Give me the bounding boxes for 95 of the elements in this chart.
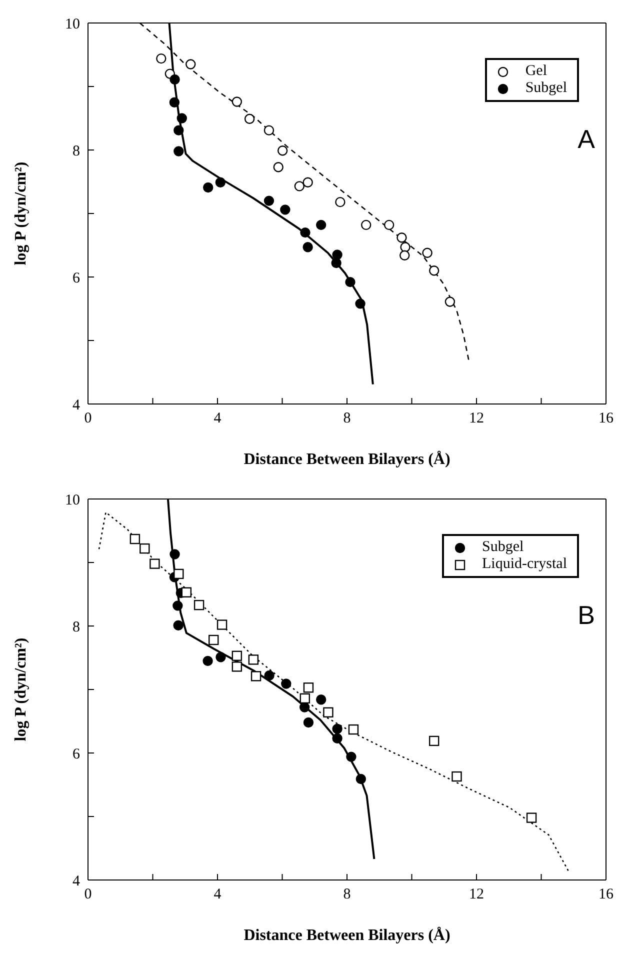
point — [281, 678, 292, 689]
x-tick-label: 12 — [469, 410, 484, 427]
y-tick-label: 6 — [72, 746, 80, 762]
point — [428, 266, 440, 276]
point — [264, 125, 274, 136]
point — [299, 702, 310, 712]
point — [332, 724, 342, 734]
x-tick-label: 8 — [343, 886, 351, 903]
point — [384, 220, 394, 230]
point — [294, 181, 305, 192]
point — [280, 204, 290, 215]
point — [300, 227, 310, 238]
point — [526, 812, 537, 823]
point — [400, 250, 410, 261]
y-tick-label: 8 — [72, 143, 80, 160]
x-tick-label: 8 — [343, 410, 351, 427]
point — [346, 752, 356, 762]
point — [174, 568, 184, 580]
point — [208, 634, 219, 646]
point — [181, 587, 192, 598]
x-tick-label: 0 — [84, 886, 92, 903]
x-tick-label: 16 — [598, 410, 614, 427]
point — [232, 662, 242, 672]
point — [316, 220, 326, 230]
point — [316, 694, 326, 705]
x-tick-label: 0 — [84, 410, 92, 427]
point — [264, 196, 274, 206]
point — [244, 114, 255, 124]
point — [156, 53, 166, 64]
point — [169, 97, 180, 108]
annotation: B — [578, 600, 595, 631]
point — [348, 724, 359, 735]
point — [422, 248, 432, 258]
point — [174, 146, 184, 156]
point — [335, 196, 346, 208]
x-tick-label: 16 — [598, 886, 614, 903]
point — [332, 733, 342, 744]
point — [356, 774, 366, 784]
point — [264, 670, 274, 681]
y-tick-label: 4 — [72, 873, 80, 890]
x-axis-title: Distance Between Bilayers (Å) — [244, 450, 450, 468]
point — [428, 736, 440, 746]
point — [174, 125, 184, 136]
point — [396, 232, 407, 243]
point — [361, 220, 372, 230]
point — [300, 693, 310, 704]
point — [248, 654, 259, 665]
point — [303, 682, 314, 693]
point — [444, 296, 456, 307]
legend-label: Liquid-crystal — [482, 556, 567, 573]
x-tick-label: 4 — [214, 410, 222, 427]
point — [232, 650, 242, 661]
point — [170, 74, 180, 85]
point — [130, 534, 140, 544]
point — [150, 558, 160, 569]
point — [277, 146, 288, 156]
y-tick-label: 10 — [65, 492, 80, 508]
point — [203, 182, 214, 193]
x-tick-label: 12 — [469, 886, 484, 903]
point — [302, 242, 313, 252]
y-tick-label: 10 — [65, 16, 80, 32]
point — [302, 177, 313, 188]
point — [232, 96, 242, 107]
point — [176, 113, 187, 124]
x-axis-title: Distance Between Bilayers (Å) — [244, 926, 450, 944]
y-tick-label: 4 — [72, 397, 80, 414]
point — [332, 250, 342, 260]
point — [345, 276, 356, 288]
annotation: A — [578, 124, 595, 155]
point — [355, 298, 366, 309]
legend-label: Subgel — [482, 539, 524, 556]
point — [194, 600, 204, 610]
y-tick-label: 8 — [72, 619, 80, 636]
x-tick-label: 4 — [214, 886, 222, 903]
point — [170, 549, 180, 560]
y-tick-label: 6 — [72, 270, 80, 286]
point — [323, 707, 334, 718]
y-axis-title: log P (dyn/cm²) — [12, 162, 30, 266]
point — [216, 620, 228, 630]
point — [250, 671, 262, 682]
line-series — [98, 512, 570, 872]
y-axis-title: log P (dyn/cm²) — [12, 638, 30, 742]
point — [331, 258, 342, 268]
point — [273, 162, 284, 172]
point — [303, 717, 314, 728]
point — [202, 656, 213, 666]
point — [216, 652, 226, 662]
point — [173, 620, 184, 630]
point — [186, 59, 196, 70]
legend-label: Subgel — [525, 80, 567, 97]
point — [215, 177, 226, 188]
point — [140, 543, 150, 554]
point — [452, 771, 462, 782]
point — [172, 600, 183, 611]
legend-label: Gel — [525, 63, 547, 80]
